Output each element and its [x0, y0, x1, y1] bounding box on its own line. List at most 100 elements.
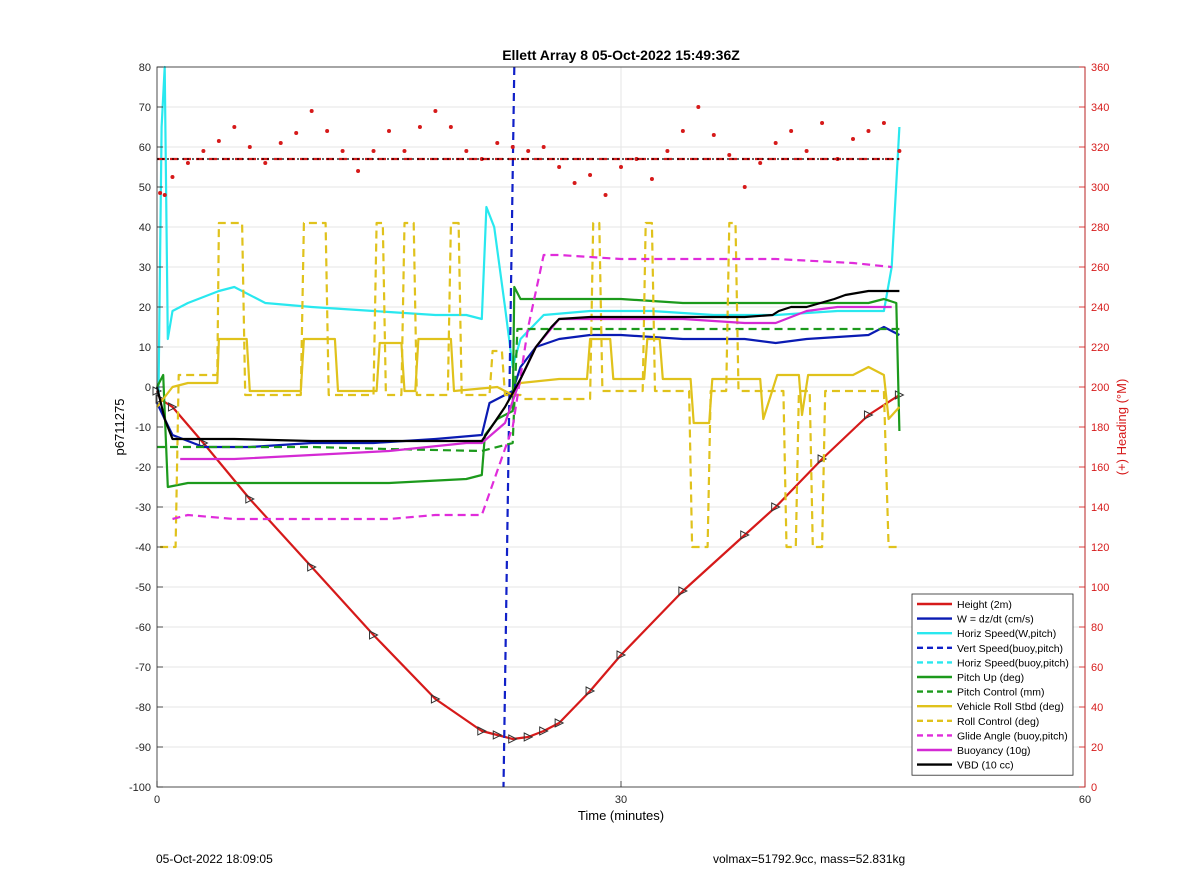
heading-point — [201, 149, 206, 153]
legend-label: Buoyancy (10g) — [957, 745, 1031, 757]
heading-point — [356, 169, 361, 173]
heading-point — [162, 193, 167, 197]
heading-point — [649, 177, 654, 181]
height-2m-marker — [245, 494, 255, 504]
heading-point — [158, 191, 163, 195]
y-tick-label: 80 — [139, 62, 151, 74]
legend-label: VBD (10 cc) — [957, 760, 1014, 772]
y2-tick-label: 260 — [1091, 262, 1109, 274]
height-2m-marker — [678, 586, 688, 596]
series-group — [152, 65, 905, 788]
footer-info: volmax=51792.9cc, mass=52.831kg — [713, 852, 906, 866]
heading-point — [804, 149, 809, 153]
y2-tick-label: 100 — [1091, 582, 1109, 594]
heading-point — [433, 109, 438, 113]
height-2m-marker — [508, 734, 518, 744]
heading-point — [881, 121, 886, 125]
y2-tick-label: 300 — [1091, 182, 1109, 194]
legend: Height (2m) W = dz/dt (cm/s) Horiz Speed(W… — [911, 593, 1074, 776]
heading-point — [541, 145, 546, 149]
height-2m-marker — [585, 686, 596, 696]
y-tick-label: -30 — [135, 502, 151, 514]
y2-tick-label: 360 — [1091, 62, 1109, 74]
y-tick-label: 0 — [145, 382, 151, 394]
legend-label: Roll Control (deg) — [957, 716, 1039, 728]
y-axis-label: p6711275 — [112, 399, 127, 456]
x-tick-label: 30 — [615, 794, 627, 806]
heading-point — [665, 149, 670, 153]
pitch-up-deg-line — [156, 285, 901, 489]
height-2m-line — [155, 390, 900, 741]
y2-tick-label: 280 — [1091, 222, 1109, 234]
y-tick-label: 50 — [139, 182, 151, 194]
heading-point — [510, 145, 515, 149]
heading-point — [727, 153, 732, 157]
y2-tick-label: 60 — [1091, 662, 1103, 674]
heading-point — [758, 161, 763, 165]
y-tick-label: -60 — [135, 622, 151, 634]
legend-label: Glide Angle (buoy,pitch) — [957, 730, 1068, 742]
y-tick-label: -90 — [135, 742, 151, 754]
y2-tick-label: 0 — [1091, 782, 1097, 794]
height-2m-marker — [771, 502, 781, 512]
heading-point — [387, 129, 391, 133]
y-tick-label: 70 — [139, 102, 151, 114]
heading-point — [325, 129, 330, 133]
legend-label: Pitch Up (deg) — [957, 672, 1024, 684]
y-tick-label: -20 — [135, 462, 151, 474]
height-2m-marker — [492, 730, 503, 740]
axes: 0 30 6080706050403020100-10-20-30-40-50-60… — [129, 62, 1109, 806]
x-tick-label: 0 — [154, 794, 160, 806]
y2-tick-label: 200 — [1091, 382, 1109, 394]
y-tick-label: -10 — [135, 422, 151, 434]
heading-point — [294, 131, 299, 135]
legend-label: Horiz Speed(W,pitch) — [957, 628, 1056, 640]
y2-tick-label: 40 — [1091, 702, 1103, 714]
heading-point — [572, 181, 577, 185]
heading-point — [263, 161, 268, 165]
heading-point — [742, 185, 747, 189]
y2-tick-label: 120 — [1091, 542, 1109, 554]
heading-point — [170, 175, 175, 179]
heading-point — [634, 157, 639, 161]
y-tick-label: -80 — [135, 702, 151, 714]
heading-point — [897, 149, 902, 153]
heading-point — [866, 129, 871, 133]
heading-point — [216, 139, 221, 143]
heading-point — [557, 165, 562, 169]
height-2m-marker — [198, 438, 209, 448]
y2-tick-label: 160 — [1091, 462, 1109, 474]
y2-axis-label: (+) Heading (°M) — [1114, 379, 1129, 476]
heading-point — [340, 149, 345, 153]
height-2m-marker — [523, 732, 534, 742]
roll-control-deg-line — [160, 221, 900, 549]
y2-tick-label: 220 — [1091, 342, 1109, 354]
heading-point — [495, 141, 500, 145]
heading-point — [680, 129, 685, 133]
heading-point — [464, 149, 469, 153]
heading-point — [526, 149, 531, 153]
y2-tick-label: 80 — [1091, 622, 1103, 634]
y-tick-label: 60 — [139, 142, 151, 154]
y2-tick-label: 240 — [1091, 302, 1109, 314]
legend-box — [911, 593, 1074, 776]
y2-tick-label: 140 — [1091, 502, 1109, 514]
heading-point — [820, 121, 825, 125]
y2-tick-label: 180 — [1091, 422, 1109, 434]
heading-point — [402, 149, 407, 153]
legend-label: Vert Speed(buoy,pitch) — [957, 643, 1063, 655]
chart-title: Ellett Array 8 05-Oct-2022 15:49:36Z — [502, 47, 740, 63]
y-tick-label: 10 — [139, 342, 151, 354]
height-2m-marker — [369, 630, 379, 640]
height-2m-marker — [307, 562, 317, 572]
height-2m-marker — [616, 650, 627, 660]
heading-point — [696, 105, 701, 109]
height-2m-marker — [430, 694, 441, 704]
footer-timestamp: 05-Oct-2022 18:09:05 — [156, 852, 273, 866]
y2-tick-label: 340 — [1091, 102, 1109, 114]
height-2m-marker — [477, 726, 487, 736]
heading-point — [278, 141, 283, 145]
horiz-speed-w-pitch-line — [157, 65, 901, 396]
height-2m-marker — [817, 454, 828, 464]
y-tick-label: 40 — [139, 222, 151, 234]
